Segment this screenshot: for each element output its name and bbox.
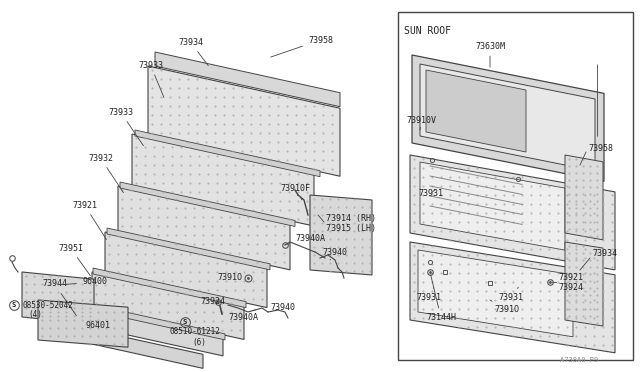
Text: 08510-61212: 08510-61212 — [170, 327, 221, 337]
Polygon shape — [65, 324, 203, 368]
Text: 73934: 73934 — [592, 250, 617, 259]
Text: SUN ROOF: SUN ROOF — [404, 26, 451, 36]
Text: 7391O: 7391O — [490, 300, 519, 314]
Text: 7391O: 7391O — [217, 273, 248, 282]
Text: 73144H: 73144H — [426, 275, 456, 323]
Polygon shape — [412, 55, 604, 182]
Text: 73940: 73940 — [322, 247, 347, 260]
Polygon shape — [22, 272, 94, 324]
Polygon shape — [420, 64, 595, 171]
Text: 73924: 73924 — [558, 283, 583, 292]
Text: 73931: 73931 — [416, 288, 441, 302]
Text: 73915 (LH): 73915 (LH) — [326, 224, 376, 232]
Text: 96400: 96400 — [61, 278, 107, 286]
Text: 73931: 73931 — [418, 189, 443, 198]
Polygon shape — [120, 182, 295, 227]
Text: 96401: 96401 — [85, 321, 110, 330]
Polygon shape — [92, 272, 244, 339]
Polygon shape — [118, 186, 290, 270]
Text: 73944: 73944 — [42, 279, 76, 316]
Text: 73940A: 73940A — [287, 234, 325, 244]
Text: 73940A: 73940A — [228, 314, 258, 323]
Text: 73921: 73921 — [558, 273, 583, 282]
Polygon shape — [93, 268, 246, 308]
Text: 73940: 73940 — [270, 304, 295, 312]
Polygon shape — [80, 302, 225, 340]
Polygon shape — [410, 155, 615, 270]
Polygon shape — [148, 66, 340, 176]
Bar — [398, 12, 633, 360]
Text: 08530-52042: 08530-52042 — [22, 301, 73, 310]
Text: 73934: 73934 — [178, 38, 209, 66]
Polygon shape — [565, 155, 603, 240]
Polygon shape — [107, 228, 270, 270]
Text: 73924: 73924 — [200, 298, 225, 307]
Text: 7395I: 7395I — [58, 244, 90, 276]
Text: 73910V: 73910V — [406, 115, 436, 130]
Polygon shape — [155, 52, 340, 107]
Polygon shape — [132, 134, 314, 226]
Text: 73914 (RH): 73914 (RH) — [326, 214, 376, 222]
Polygon shape — [418, 250, 573, 337]
Text: 73910F: 73910F — [280, 183, 310, 200]
Polygon shape — [565, 242, 603, 326]
Polygon shape — [310, 195, 372, 275]
Polygon shape — [420, 162, 565, 250]
Text: A738A0 P9: A738A0 P9 — [560, 357, 598, 363]
Polygon shape — [105, 232, 267, 308]
Polygon shape — [410, 242, 615, 353]
Polygon shape — [78, 306, 223, 356]
Text: 73933: 73933 — [108, 108, 143, 146]
Text: (6): (6) — [192, 337, 206, 346]
Text: 73630M: 73630M — [475, 42, 505, 67]
Text: 73931: 73931 — [498, 287, 523, 302]
Text: (4): (4) — [28, 311, 42, 320]
Polygon shape — [426, 70, 526, 152]
Text: 73933: 73933 — [138, 61, 164, 97]
Polygon shape — [38, 300, 128, 347]
Polygon shape — [135, 130, 320, 177]
Text: 73958: 73958 — [271, 35, 333, 57]
Text: 73932: 73932 — [88, 154, 124, 193]
Text: S: S — [183, 319, 187, 325]
Text: 73921: 73921 — [72, 201, 106, 240]
Text: S: S — [12, 302, 16, 308]
Text: 73958: 73958 — [588, 144, 613, 153]
